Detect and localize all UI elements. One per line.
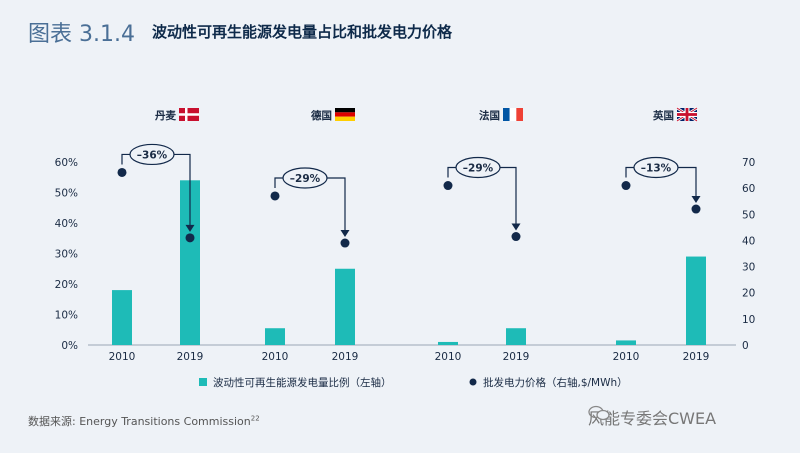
uk-flag-icon	[676, 106, 698, 123]
change-arrow-head	[511, 223, 521, 231]
legend-bar-label: 波动性可再生能源发电量比例（左轴）	[213, 376, 392, 389]
watermark-text: 风能专委会CWEA	[588, 409, 717, 428]
left-axis-tick-label: 30%	[55, 249, 78, 261]
price-dot	[511, 232, 521, 242]
x-tick-label: 2010	[109, 351, 136, 363]
change-badge	[129, 143, 175, 166]
left-axis-tick-label: 20%	[55, 279, 78, 291]
change-arrow-head	[340, 230, 350, 238]
right-axis-tick-label: 20	[742, 288, 755, 300]
legend-bar-swatch	[199, 378, 207, 386]
change-label: –29%	[290, 173, 321, 185]
source-note: 数据来源: Energy Transitions Commission22	[28, 413, 260, 429]
change-arrow-line	[121, 153, 191, 226]
x-tick-label: 2010	[613, 351, 640, 363]
price-dot	[117, 167, 127, 177]
bar	[112, 290, 132, 345]
x-tick-label: 2019	[332, 351, 359, 363]
source-text: 数据来源: Energy Transitions Commission	[28, 415, 251, 428]
price-dot	[270, 191, 280, 201]
change-badge	[282, 167, 328, 189]
country-label: 丹麦	[155, 109, 176, 122]
left-axis-tick-label: 10%	[55, 310, 78, 322]
france-flag-icon	[503, 108, 523, 121]
change-badge	[455, 156, 501, 179]
price-dot	[691, 204, 701, 214]
bar	[335, 268, 355, 345]
x-tick-label: 2010	[262, 351, 289, 363]
country-label: 法国	[479, 109, 500, 122]
x-tick-label: 2019	[683, 351, 710, 363]
price-dot	[443, 181, 453, 191]
bar	[265, 328, 285, 345]
country-label: 英国	[652, 109, 674, 122]
change-arrow-head	[691, 196, 701, 204]
watermark: 风能专委会CWEA	[588, 405, 716, 429]
bar	[506, 328, 526, 345]
bar	[686, 256, 706, 345]
right-axis-tick-label: 60	[742, 183, 755, 195]
price-dot	[340, 238, 350, 248]
right-axis-tick-label: 40	[742, 235, 755, 247]
country-label: 德国	[310, 109, 332, 122]
denmark-flag-icon	[179, 108, 199, 121]
left-axis-tick-label: 0%	[61, 340, 78, 352]
left-axis-tick-label: 40%	[55, 218, 78, 230]
chart-title: 波动性可再生能源发电量占比和批发电力价格	[152, 23, 453, 41]
price-dot	[185, 233, 195, 243]
x-tick-label: 2019	[177, 351, 204, 363]
change-arrow-head	[185, 224, 195, 232]
germany-flag-icon	[335, 108, 355, 121]
bar	[616, 340, 636, 345]
x-tick-label: 2010	[435, 351, 462, 363]
bar	[438, 341, 458, 345]
source-ref: 22	[250, 414, 260, 423]
change-label: –29%	[463, 163, 494, 175]
legend-dot-label: 批发电力价格（右轴,$/MWh）	[483, 376, 628, 389]
bar	[180, 180, 200, 345]
right-axis-tick-label: 50	[742, 209, 755, 221]
change-badge	[633, 156, 679, 179]
left-axis-tick-label: 50%	[55, 188, 78, 200]
left-axis-tick-label: 60%	[55, 157, 78, 169]
price-dot	[621, 181, 631, 191]
right-axis-tick-label: 10	[742, 314, 755, 326]
change-label: –13%	[641, 163, 672, 175]
wechat-icon	[588, 405, 610, 421]
right-axis-tick-label: 30	[742, 262, 755, 274]
legend-dot-swatch	[469, 378, 477, 386]
figure-label: 图表 3.1.4	[28, 22, 135, 47]
change-label: –36%	[137, 149, 168, 161]
right-axis-tick-label: 0	[742, 340, 749, 352]
x-tick-label: 2019	[503, 351, 530, 363]
right-axis-tick-label: 70	[742, 157, 755, 169]
